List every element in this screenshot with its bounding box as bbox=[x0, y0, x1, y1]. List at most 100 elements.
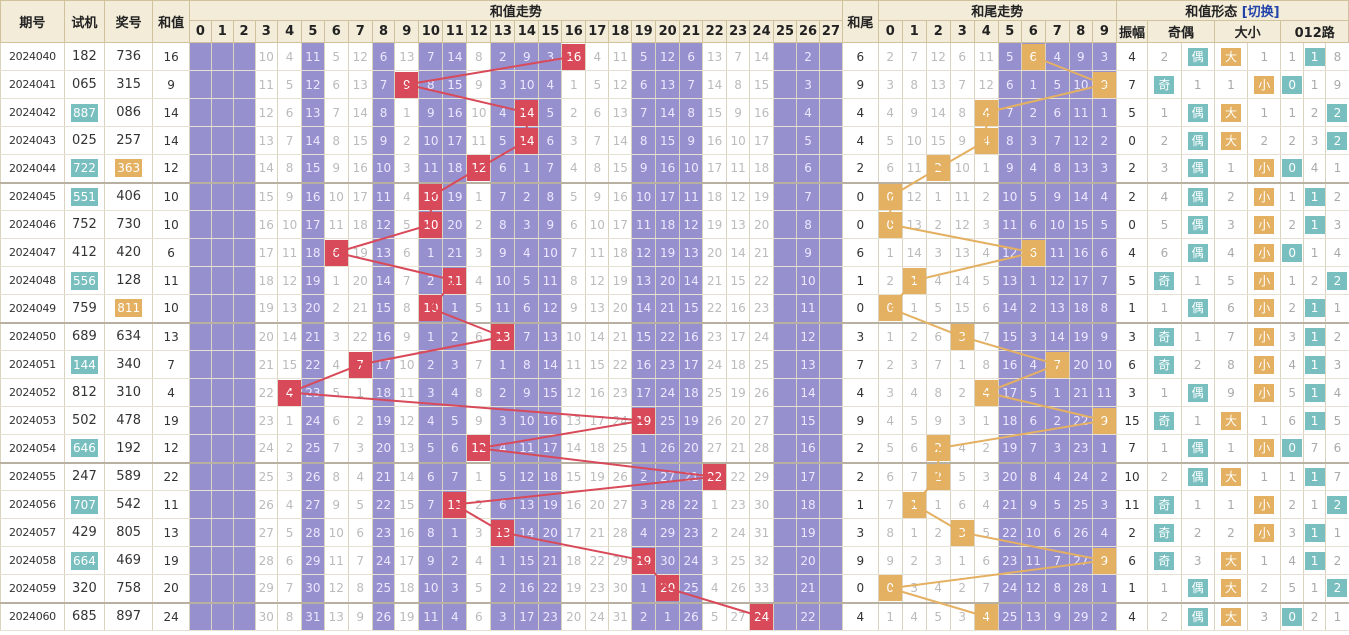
even-miss: 1 bbox=[1193, 329, 1202, 344]
trial-number: 646 bbox=[70, 439, 98, 458]
road-cell-0: 1 bbox=[1280, 98, 1304, 127]
sum-trend-cell bbox=[188, 378, 212, 407]
sum-trend-cell bbox=[819, 406, 843, 435]
tail-trend-cell: 19 bbox=[1068, 322, 1093, 351]
bs-miss: 2 bbox=[1260, 581, 1269, 596]
sum-hit-marker: 13 bbox=[491, 519, 515, 546]
tail-trend-cell: 1 bbox=[901, 490, 927, 519]
sum-trend-cell: 15 bbox=[254, 182, 278, 211]
sum-col-19: 19 bbox=[631, 20, 657, 43]
sum-trend-cell: 27 bbox=[726, 602, 750, 631]
tail-trend-cell: 4 bbox=[973, 378, 999, 407]
odd-cell: 奇 bbox=[1147, 490, 1182, 519]
sum-trend-cell bbox=[188, 238, 212, 267]
sum-trend-cell bbox=[773, 602, 797, 631]
sum-trend-cell bbox=[210, 182, 234, 211]
amp-header: 振幅 bbox=[1115, 20, 1149, 43]
sum-trend-cell: 20 bbox=[347, 266, 373, 295]
amp-cell: 2 bbox=[1115, 154, 1148, 184]
big-cell: 6 bbox=[1213, 294, 1248, 324]
sum-trend-cell: 17 bbox=[538, 434, 562, 464]
even-cell: 偶 bbox=[1180, 182, 1215, 211]
road-tag: 0 bbox=[1282, 243, 1303, 262]
sum-trend-cell: 17 bbox=[655, 182, 680, 211]
tail-cell: 9 bbox=[841, 546, 879, 575]
bs-miss: 1 bbox=[1260, 469, 1269, 484]
sum-trend-cell: 22 bbox=[796, 602, 820, 631]
sum-trend-cell bbox=[188, 42, 212, 71]
tail-trend-cell: 2 bbox=[973, 182, 999, 211]
sum-trend-cell bbox=[232, 518, 255, 547]
sum-trend-cell: 13 bbox=[371, 238, 395, 267]
tail-trend-cell: 2 bbox=[1091, 126, 1117, 155]
sum-trend-cell bbox=[210, 266, 234, 295]
tail-trend-cell: 13 bbox=[925, 70, 951, 99]
sum-trend-cell: 7 bbox=[323, 434, 349, 464]
sum-trend-cell: 15 bbox=[749, 70, 774, 99]
sum-cell: 12 bbox=[152, 154, 190, 184]
trial-cell: 247 bbox=[63, 462, 105, 491]
sum-trend-cell: 8 bbox=[277, 602, 302, 631]
sum-trend-cell: 10 bbox=[679, 154, 703, 184]
sum-trend-cell: 16 bbox=[585, 378, 609, 407]
sum-trend-cell: 13 bbox=[702, 42, 727, 71]
tail-trend-cell: 23 bbox=[1068, 434, 1093, 464]
sum-trend-cell: 2 bbox=[796, 42, 820, 71]
sum-trend-cell: 2 bbox=[277, 434, 302, 464]
sum-trend-cell bbox=[210, 434, 234, 464]
sum-trend-cell: 2 bbox=[490, 574, 515, 604]
sum-trend-cell: 19 bbox=[538, 490, 562, 519]
tail-trend-cell: 7 bbox=[973, 322, 999, 351]
sum-trend-cell: 8 bbox=[538, 182, 562, 211]
sum-trend-cell bbox=[773, 518, 797, 547]
sum-trend-cell: 20 bbox=[702, 238, 727, 267]
sum-trend-cell: 18 bbox=[538, 462, 562, 491]
road-cell-1: 1 bbox=[1302, 182, 1326, 211]
switch-link[interactable]: [切换] bbox=[1237, 5, 1280, 20]
tail-trend-cell: 1 bbox=[901, 266, 927, 295]
sum-hit-marker: 22 bbox=[703, 463, 727, 490]
tail-trend-cell: 2 bbox=[901, 322, 927, 351]
sum-trend-cell: 15 bbox=[347, 126, 373, 155]
sum-hit-marker: 11 bbox=[443, 491, 467, 518]
sum-trend-cell bbox=[210, 154, 234, 184]
small-cell: 小 bbox=[1247, 518, 1281, 547]
tail-trend-cell: 3 bbox=[949, 406, 975, 435]
prize-cell: 315 bbox=[104, 70, 153, 99]
sum-trend-cell: 28 bbox=[749, 434, 774, 464]
odd-miss: 6 bbox=[1160, 245, 1169, 260]
road-cell-1: 1 bbox=[1302, 322, 1326, 351]
tail-trend-cell: 1 bbox=[1091, 434, 1117, 464]
tail-trend-cell: 6 bbox=[997, 70, 1022, 99]
tail-trend-cell: 4 bbox=[877, 98, 903, 127]
sum-trend-cell: 7 bbox=[418, 490, 443, 519]
trial-number: 144 bbox=[70, 355, 98, 374]
sum-trend-cell: 18 bbox=[585, 434, 609, 464]
amp-cell: 1 bbox=[1115, 294, 1148, 324]
sum-trend-cell: 10 bbox=[538, 238, 562, 267]
sum-trend-cell bbox=[210, 546, 234, 575]
amp-cell: 4 bbox=[1115, 42, 1148, 71]
road-tag: 1 bbox=[1304, 47, 1325, 66]
road-miss: 1 bbox=[1333, 609, 1342, 624]
tail-trend-cell: 10 bbox=[1044, 210, 1070, 239]
road-cell-0: 2 bbox=[1280, 490, 1304, 519]
tail-trend-cell: 7 bbox=[901, 462, 927, 491]
tail-cell: 6 bbox=[841, 238, 879, 267]
big-cell: 9 bbox=[1213, 378, 1248, 407]
sum-trend-cell: 8 bbox=[514, 350, 539, 379]
sum-trend-cell: 4 bbox=[394, 182, 419, 211]
road-cell-2: 3 bbox=[1325, 350, 1349, 379]
sum-trend-cell bbox=[819, 546, 843, 575]
sum-trend-cell: 20 bbox=[655, 266, 680, 295]
sum-trend-cell: 22 bbox=[702, 294, 727, 324]
sum-trend-cell: 16 bbox=[702, 126, 727, 155]
sum-trend-cell: 9 bbox=[466, 70, 491, 99]
sum-trend-cell: 6 bbox=[323, 238, 349, 267]
tail-trend-cell: 6 bbox=[949, 42, 975, 71]
sum-trend-cell bbox=[819, 154, 843, 184]
sum-trend-cell: 8 bbox=[679, 98, 703, 127]
sum-trend-cell: 22 bbox=[726, 462, 750, 491]
sum-cell: 12 bbox=[152, 434, 190, 464]
